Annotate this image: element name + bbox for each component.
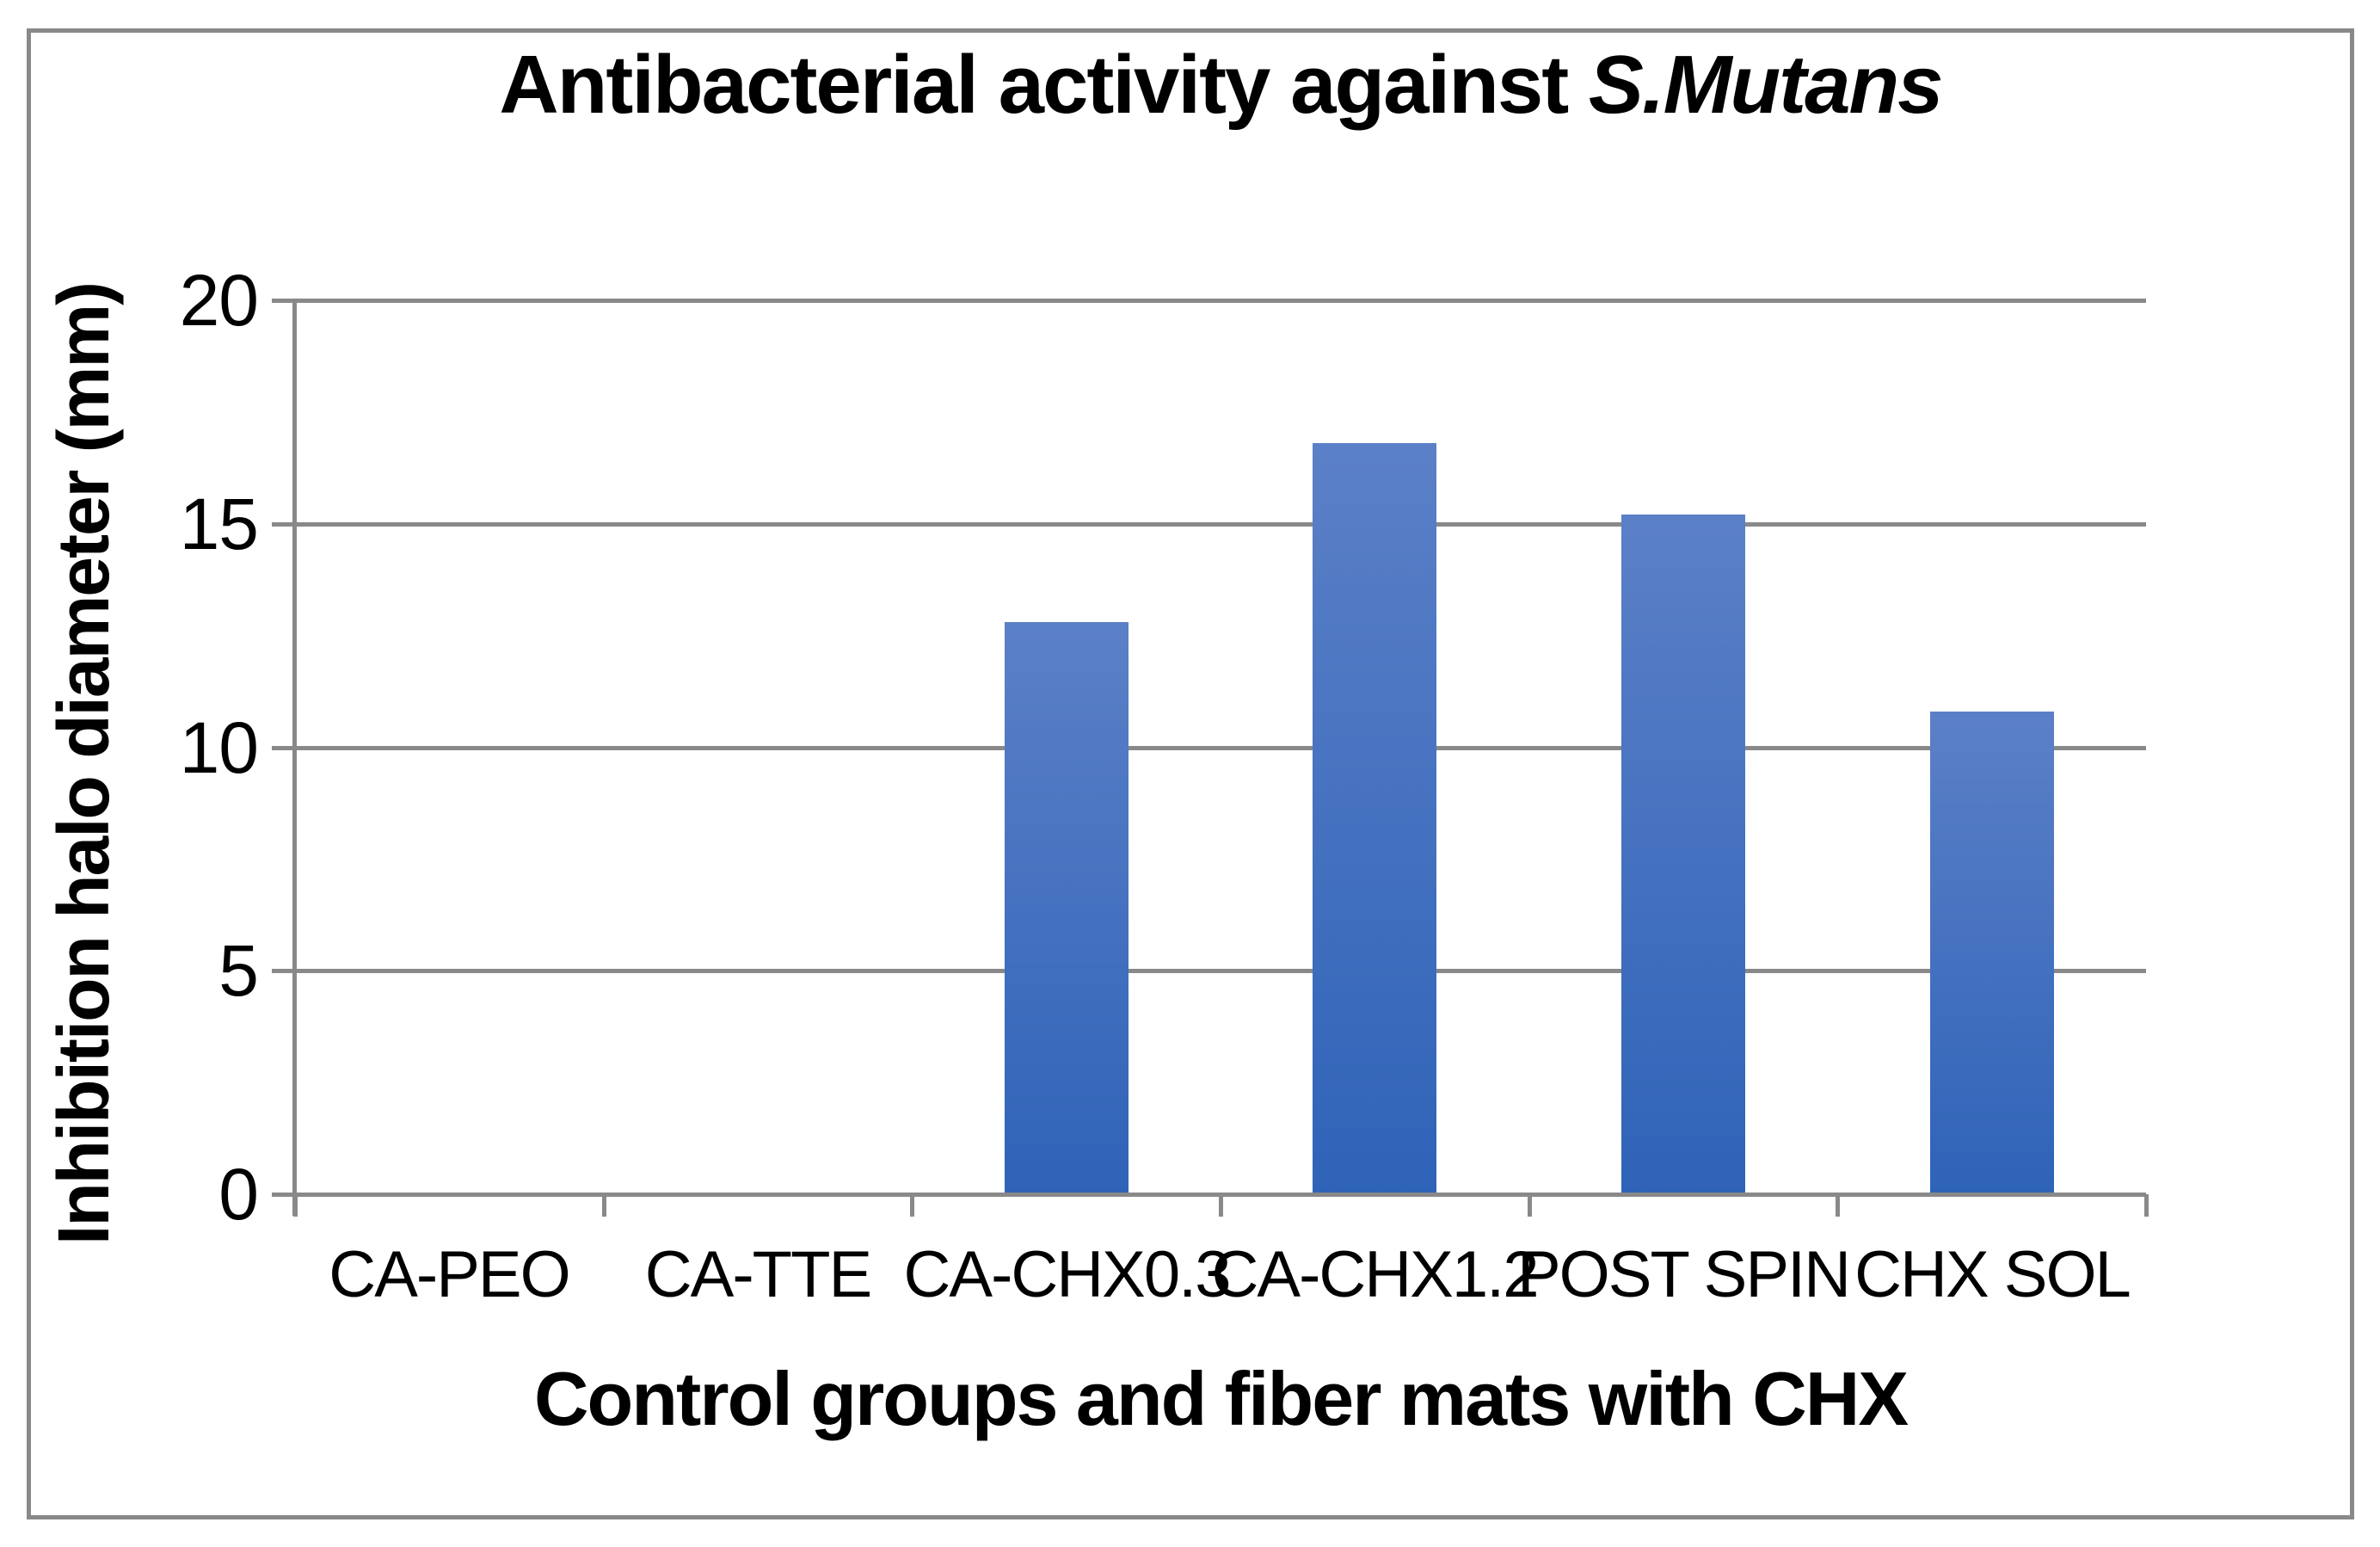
chart-title-species: S.Mutans [1588, 39, 1944, 131]
bar-POST SPIN [1621, 515, 1745, 1193]
y-tick-label-15: 15 [179, 484, 259, 564]
y-tick-label-10: 10 [179, 707, 259, 788]
y-tick-label-20: 20 [179, 260, 259, 341]
y-tick-15 [272, 522, 295, 527]
x-category-label-CA-PEO: CA-PEO [329, 1238, 570, 1311]
chart-title: Antibacterial activity against S.Mutans [295, 40, 2146, 131]
y-tick-label-0: 0 [218, 1154, 259, 1235]
bar-CHX SOL [1930, 712, 2054, 1193]
x-tick-6 [2144, 1194, 2149, 1217]
bar-CA-CHX1.2 [1313, 443, 1436, 1193]
x-category-label-CA-CHX1.2: CA-CHX1.2 [1211, 1238, 1540, 1311]
x-tick-0 [293, 1194, 298, 1217]
gridline-y-20 [295, 299, 2146, 303]
x-category-label-CA-TTE: CA-TTE [644, 1238, 872, 1311]
y-axis-line [292, 300, 297, 1216]
gridline-y-10 [295, 746, 2146, 750]
y-tick-label-5: 5 [218, 930, 259, 1011]
y-tick-20 [272, 299, 295, 303]
y-tick-0 [272, 1193, 295, 1197]
y-tick-10 [272, 746, 295, 750]
x-category-label-CA-CHX0.3: CA-CHX0.3 [903, 1238, 1232, 1311]
x-tick-5 [1836, 1194, 1840, 1217]
bar-CA-CHX0.3 [1005, 622, 1129, 1193]
gridline-y-15 [295, 522, 2146, 527]
x-tick-1 [602, 1194, 606, 1217]
x-tick-4 [1528, 1194, 1532, 1217]
x-tick-3 [1219, 1194, 1223, 1217]
y-tick-5 [272, 969, 295, 973]
chart-title-main: Antibacterial activity against [499, 39, 1589, 131]
x-axis-title: Control groups and fiber mats with CHX [533, 1356, 1909, 1441]
gridline-y-5 [295, 969, 2146, 973]
x-category-label-CHX SOL: CHX SOL [1854, 1238, 2131, 1311]
x-category-label-POST SPIN: POST SPIN [1516, 1238, 1851, 1311]
x-tick-2 [910, 1194, 914, 1217]
